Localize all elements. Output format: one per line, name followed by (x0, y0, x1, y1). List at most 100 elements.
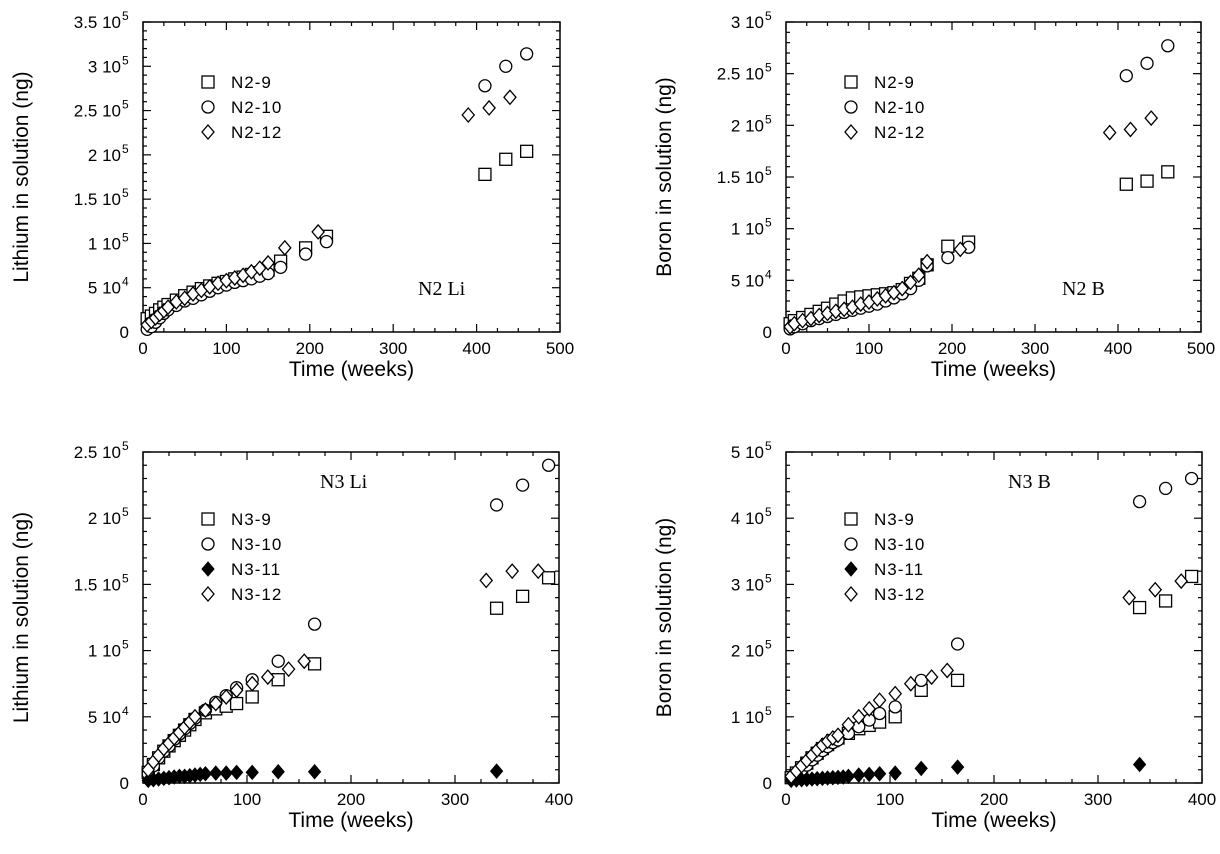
x-tick-label: 0 (781, 339, 790, 358)
x-tick-label: 500 (546, 339, 574, 358)
y-tick-exponent: 5 (122, 186, 129, 200)
data-point (1184, 471, 1199, 486)
legend-marker (201, 561, 215, 577)
data-point (198, 702, 213, 719)
series-N2-12 (140, 89, 517, 333)
y-tick-exponent: 5 (122, 505, 129, 519)
data-point (872, 692, 887, 709)
legend-label: N3-11 (231, 560, 281, 579)
data-point (271, 763, 285, 780)
data-point (229, 696, 244, 711)
x-tick-label: 200 (337, 790, 365, 809)
y-tick-exponent: 5 (765, 216, 772, 230)
panel-annotation: N3 Li (320, 471, 368, 493)
data-point (911, 267, 926, 284)
y-tick-label: 3 10 (731, 13, 764, 32)
y-axis-title: Boron in solution (ng) (653, 77, 676, 277)
data-point (273, 260, 288, 274)
y-tick-label: 3 10 (731, 575, 764, 594)
y-tick-exponent: 5 (765, 505, 772, 519)
x-tick-label: 200 (296, 339, 324, 358)
y-tick-exponent: 5 (122, 230, 129, 244)
data-point (229, 682, 244, 699)
legend-label: N3-11 (874, 560, 924, 579)
x-tick-label: 100 (212, 339, 240, 358)
data-point (1184, 569, 1199, 584)
legend-marker (844, 100, 858, 114)
x-tick-label: 400 (545, 790, 573, 809)
legend-label: N3-10 (231, 535, 282, 554)
legend-marker (844, 124, 858, 140)
data-point (914, 673, 928, 688)
data-point (271, 654, 285, 668)
data-point (277, 239, 292, 256)
y-axis-title: Boron in solution (ng) (653, 518, 676, 718)
data-point (862, 766, 876, 783)
data-point (519, 144, 534, 158)
x-tick-label: 300 (441, 790, 469, 809)
data-point (1140, 56, 1154, 70)
data-point (499, 59, 513, 73)
data-point (307, 657, 322, 671)
data-point (1123, 121, 1138, 138)
x-tick-label: 300 (379, 339, 407, 358)
legend-marker (844, 561, 858, 577)
data-point (914, 760, 928, 777)
plot-frame (785, 21, 1202, 333)
y-tick-label: 0 (763, 323, 772, 342)
y-tick-label: 0 (120, 323, 129, 342)
y-tick-label: 5 10 (88, 279, 121, 298)
data-point (903, 274, 918, 291)
data-point (872, 765, 887, 782)
data-point (841, 716, 856, 733)
y-tick-label: 1 10 (731, 708, 764, 727)
data-point (888, 700, 902, 714)
data-point (950, 759, 965, 775)
data-point (229, 764, 244, 781)
legend-marker (201, 124, 215, 140)
x-axis-title: Time (weeks) (931, 358, 1056, 381)
data-point (319, 235, 334, 249)
data-point (482, 99, 496, 116)
data-point (188, 708, 202, 725)
data-point (260, 669, 275, 686)
data-point (461, 107, 476, 123)
y-tick-exponent: 5 (122, 638, 129, 652)
y-tick-label: 5 10 (731, 443, 764, 462)
legend: N2-9 N2-10 N2-12 (201, 73, 281, 142)
data-point (311, 223, 325, 240)
legend-label: N3-12 (231, 585, 282, 604)
y-tick-label: 1 10 (88, 642, 121, 661)
x-tick-label: 100 (855, 339, 883, 358)
x-tick-label: 0 (781, 790, 790, 809)
data-point (1119, 177, 1133, 191)
series-N3-12 (141, 563, 546, 778)
y-tick-label: 2 10 (731, 642, 764, 661)
data-point (505, 563, 520, 580)
data-point (503, 89, 517, 106)
y-tick-exponent: 5 (122, 142, 129, 156)
legend-marker (201, 537, 215, 551)
y-tick-label: 2 10 (88, 509, 121, 528)
data-point (1148, 581, 1163, 598)
data-point (515, 589, 530, 603)
data-point (1158, 594, 1173, 608)
legend-label: N3-9 (874, 510, 915, 529)
y-tick-label: 3 10 (88, 57, 121, 76)
x-tick-label: 200 (938, 339, 966, 358)
panel-annotation: N2 B (1062, 278, 1105, 300)
y-tick-label: 3.5 10 (74, 13, 121, 32)
legend-label: N3-12 (874, 585, 925, 604)
y-tick-exponent: 5 (765, 61, 772, 75)
data-point (245, 675, 260, 692)
legend: N2-9 N2-10 N2-12 (844, 73, 924, 142)
y-tick-label: 4 10 (731, 509, 764, 528)
data-point (541, 571, 556, 585)
data-point (831, 727, 845, 744)
data-point (198, 765, 213, 782)
data-point (1132, 600, 1147, 615)
legend-marker (201, 75, 215, 89)
data-point (489, 601, 504, 615)
